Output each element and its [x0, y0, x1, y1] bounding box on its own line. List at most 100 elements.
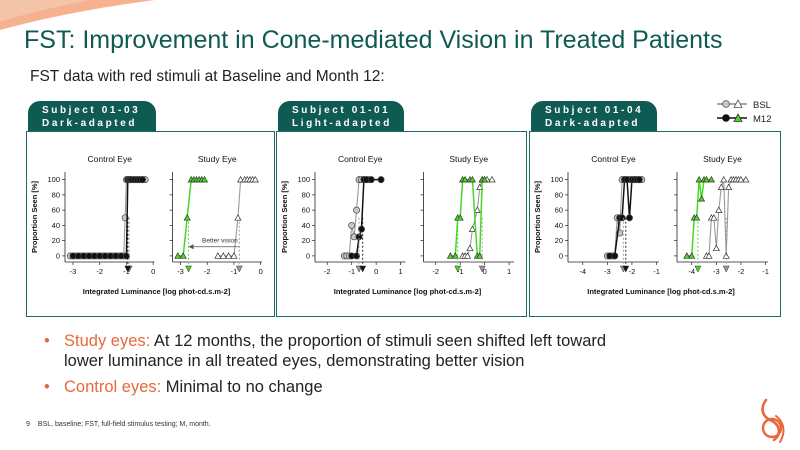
footnote: 9 BSL, baseline; FST, full-field stimulus… [26, 421, 211, 428]
x-tick-label-c1-p1: 0 [483, 267, 487, 276]
x-axis-label-c1: Integrated Luminance [log phot-cd.s.m-2] [334, 287, 482, 296]
subject-tab-3: Subject 01-04 Dark-adapted [531, 101, 657, 132]
data-point-m12-c2-p0 [635, 176, 643, 184]
x-tick-label-c0-p0: -3 [70, 267, 77, 276]
y-tick-label-c0-p0: 80 [52, 190, 60, 199]
y-axis-label-c2: Proportion Seen [%] [533, 180, 542, 253]
data-point-m12-c0-p1 [183, 214, 191, 221]
data-point-m12-c0-p1 [174, 252, 182, 259]
data-point-bsl-c0-p1 [230, 252, 238, 259]
y-tick-label-c1-p0: 80 [302, 190, 310, 199]
y-tick-label-c0-p0: 0 [56, 251, 60, 260]
footnote-text: BSL, baseline; FST, full-field stimulus … [37, 421, 211, 428]
threshold-marker-bsl-c2-p1 [722, 265, 730, 273]
threshold-marker-m12-c2-p1 [694, 265, 702, 273]
legend-m12-circle [722, 114, 730, 122]
bullet-text-study: At 12 months, the proportion of stimuli … [150, 332, 607, 350]
chart-panel-3: Proportion Seen [%] Control Eye 0 20 40 60 80 1… [529, 131, 781, 317]
data-point-m12-c1-p0 [353, 252, 361, 260]
x-tick-label-c2-p0: -4 [579, 267, 586, 276]
y-tick-label-c1-p0: 40 [302, 221, 310, 230]
series-line-bsl-c1-p0 [344, 179, 369, 257]
data-point-bsl-c2-p1 [742, 175, 750, 183]
x-tick-label-c1-p0: 0 [374, 267, 378, 276]
subject-tab-1: Subject 01-03 Dark-adapted [28, 101, 156, 132]
data-point-m12-c2-p1 [688, 252, 696, 259]
data-point-m12-c2-p0 [618, 214, 626, 222]
x-tick-label-c1-p0: -1 [348, 267, 355, 276]
panel-title-c2-p1: Study Eye [703, 154, 742, 164]
panel-title-c0-p0: Control Eye [88, 154, 133, 164]
data-point-bsl-c1-p1 [466, 244, 474, 252]
x-tick-label-c0-p0: -2 [96, 267, 103, 276]
x-tick-label-c2-p1: -2 [738, 267, 745, 276]
series-line-m12-c0-p1 [177, 178, 205, 257]
x-axis-label-c2: Integrated Luminance [log phot-cd.s.m-2] [587, 287, 735, 296]
y-tick-label-c0-p0: 60 [52, 206, 60, 215]
condition-label-1: Dark-adapted [42, 118, 138, 129]
subject-label-1: Subject 01-03 [42, 105, 141, 116]
bullet-control-eyes: • Control eyes: Minimal to no change [44, 377, 606, 397]
x-tick-label-c2-p1: -4 [688, 267, 695, 276]
legend-m12-label: M12 [753, 114, 771, 125]
panel-title-c1-p0: Control Eye [338, 154, 383, 164]
data-point-m12-c1-p0 [367, 176, 375, 184]
data-point-m12-c1-p0 [355, 233, 363, 241]
x-tick-label-c1-p1: -1 [457, 267, 464, 276]
x-tick-label-c0-p0: -1 [123, 267, 130, 276]
data-point-bsl-c2-p1 [737, 175, 745, 183]
threshold-marker-m12-c1-p1 [454, 265, 462, 273]
data-point-m12-c0-p1 [179, 252, 187, 259]
data-point-bsl-c2-p1 [715, 206, 723, 213]
data-point-m12-c1-p1 [461, 175, 469, 183]
x-tick-label-c1-p0: -2 [324, 267, 331, 276]
data-point-m12-c1-p0 [377, 176, 385, 184]
key-findings-list: • Study eyes: At 12 months, the proporti… [44, 331, 606, 403]
y-tick-label-c1-p0: 0 [306, 251, 310, 260]
y-tick-label-c0-p0: 20 [52, 236, 60, 245]
data-point-m12-c1-p1 [451, 252, 459, 259]
data-point-m12-c2-p1 [697, 194, 706, 202]
series-line-m12-c2-p1 [686, 178, 712, 257]
data-point-bsl-c2-p1 [717, 183, 725, 191]
subject-tab-2: Subject 01-01 Light-adapted [278, 101, 404, 132]
chart-2: Proportion Seen [%] Control Eye 0 20 40 60 80 1… [280, 154, 514, 296]
chart-panel-2: Proportion Seen [%] Control Eye 0 20 40 60 80 1… [276, 131, 527, 317]
y-axis-label-c0: Proportion Seen [%] [30, 180, 39, 253]
y-tick-label-c2-p0: 40 [555, 221, 563, 230]
data-point-bsl-c2-p1 [725, 183, 733, 191]
threshold-marker-bsl-c0-p1 [235, 265, 243, 273]
y-tick-label-c2-p0: 0 [559, 251, 563, 260]
chart-panel-1: Proportion Seen [%] Control Eye 0 20 40 60 80 1… [26, 131, 275, 317]
data-point-bsl-c1-p0 [353, 206, 361, 214]
x-tick-label-c0-p0: 0 [151, 267, 155, 276]
data-point-bsl-c1-p1 [473, 206, 481, 213]
x-tick-label-c2-p0: -3 [604, 267, 611, 276]
data-point-bsl-c0-p1 [225, 252, 233, 259]
data-point-m12-c0-p1 [200, 175, 209, 183]
bullet-study-eyes: • Study eyes: At 12 months, the proporti… [44, 331, 606, 371]
x-tick-label-c2-p1: -3 [713, 267, 720, 276]
x-tick-label-c2-p0: -2 [629, 267, 636, 276]
slide-subtitle: FST data with red stimuli at Baseline an… [30, 68, 385, 85]
data-point-m12-c2-p0 [626, 214, 633, 222]
x-tick-label-c0-p1: 0 [259, 267, 263, 276]
data-point-bsl-c0-p1 [214, 252, 222, 259]
x-tick-label-c2-p1: -1 [762, 267, 769, 276]
data-point-m12-c1-p1 [456, 214, 464, 221]
bullet-label-control: Control eyes: [64, 378, 162, 396]
y-tick-label-c2-p0: 20 [555, 236, 563, 245]
legend-bsl-circle [722, 100, 730, 108]
threshold-marker-m12-c0-p1 [185, 265, 192, 273]
x-tick-label-c1-p0: 1 [399, 267, 403, 276]
data-point-bsl-c0-p1 [219, 252, 227, 259]
corner-decoration [0, 0, 155, 30]
y-tick-label-c2-p0: 80 [555, 190, 563, 199]
legend-m12-triangle [733, 113, 743, 122]
panel-title-c0-p1: Study Eye [198, 154, 237, 164]
data-point-bsl-c2-p1 [705, 252, 713, 259]
data-point-m12-c1-p1 [468, 175, 477, 183]
legend-bsl-label: BSL [753, 100, 771, 111]
bullet-dot-icon: • [44, 378, 50, 396]
series-line-m12-c1-p1 [450, 178, 485, 257]
